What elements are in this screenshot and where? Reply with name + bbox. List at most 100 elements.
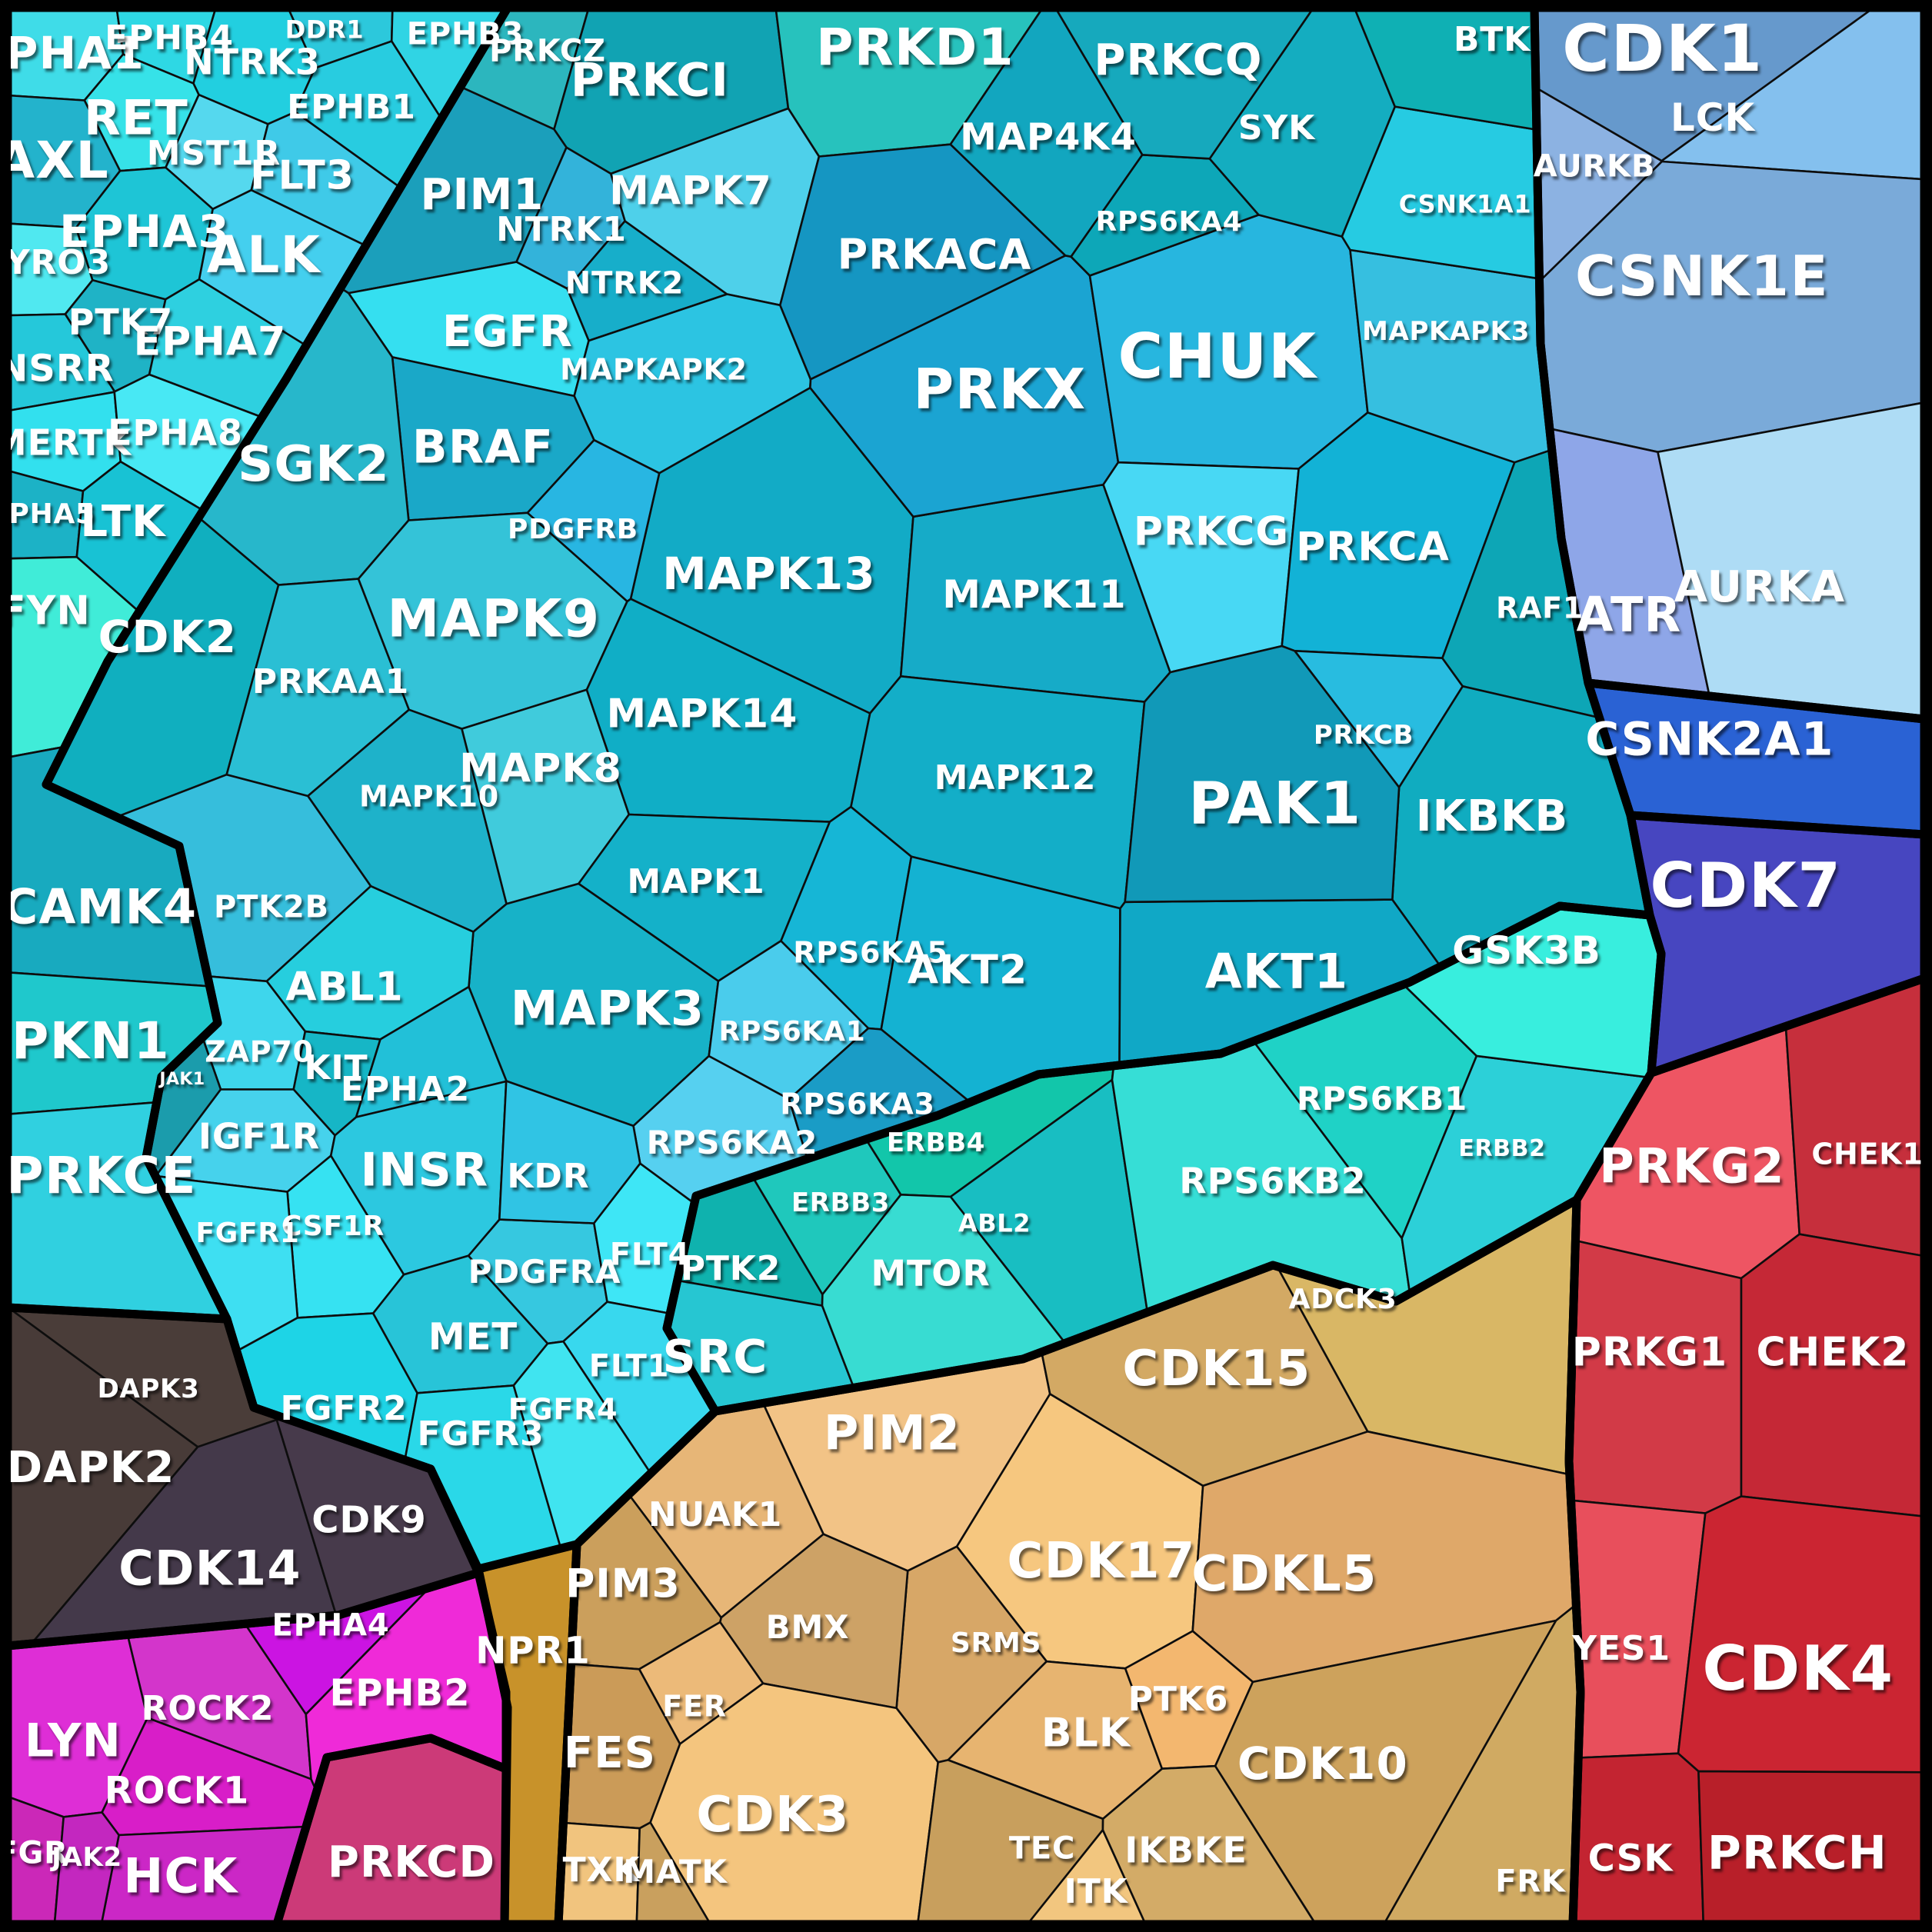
cell-label-DDR1: DDR1 [285, 15, 365, 45]
cell-label-YES1: YES1 [1571, 1629, 1671, 1668]
cell-label-CDK17: CDK17 [1007, 1533, 1195, 1590]
cell-label-MAPK7: MAPK7 [609, 168, 772, 215]
cell-label-DAPK3: DAPK3 [98, 1374, 200, 1404]
cell-label-CHEK2: CHEK2 [1757, 1330, 1910, 1376]
cell-label-INSR: INSR [361, 1144, 489, 1198]
cell-label-MAPK13: MAPK13 [662, 548, 876, 600]
cell-label-MAP4K4: MAP4K4 [960, 115, 1137, 158]
cell-label-FLT1: FLT1 [589, 1348, 670, 1384]
cell-label-NTRK1: NTRK1 [496, 210, 627, 249]
cell-label-FRK: FRK [1495, 1864, 1567, 1899]
cell-label-PKN1: PKN1 [12, 1011, 170, 1071]
cell-label-RPS6KB1: RPS6KB1 [1297, 1080, 1467, 1118]
cell-label-CDK10: CDK10 [1237, 1737, 1408, 1790]
cell-label-PRKCA: PRKCA [1296, 525, 1450, 571]
cell-label-SGK2: SGK2 [238, 436, 390, 493]
cell-label-MST1R: MST1R [147, 134, 281, 173]
cell-label-GSK3B: GSK3B [1452, 928, 1601, 973]
cell-label-RPS6KA1: RPS6KA1 [719, 1016, 866, 1048]
cell-label-AKT2: AKT2 [908, 948, 1028, 994]
cell-label-MAPK9: MAPK9 [388, 588, 601, 649]
cell-label-FGFR4: FGFR4 [508, 1393, 618, 1427]
cell-label-TYRO3: TYRO3 [0, 243, 111, 282]
cell-PAK1 [1124, 645, 1401, 904]
cell-PRKG1 [1567, 1239, 1743, 1514]
cell-label-PRKCH: PRKCH [1707, 1827, 1887, 1880]
cell-label-PIM2: PIM2 [824, 1404, 961, 1461]
cell-label-MAPK1: MAPK1 [627, 862, 764, 901]
cell-label-PRKG2: PRKG2 [1599, 1138, 1784, 1194]
cell-label-CSF1R: CSF1R [281, 1211, 385, 1242]
cell-label-CSK: CSK [1588, 1837, 1674, 1880]
cell-label-FGR: FGR [0, 1835, 68, 1870]
cell-label-SRC: SRC [662, 1331, 768, 1384]
cell-label-AKT1: AKT1 [1205, 943, 1348, 999]
cell-label-EPHB4: EPHB4 [105, 18, 234, 58]
cell-label-MAPKAPK2: MAPKAPK2 [560, 353, 748, 387]
cell-label-RET: RET [84, 89, 188, 145]
cell-label-CDK14: CDK14 [118, 1540, 301, 1596]
cell-label-TEC: TEC [1009, 1830, 1075, 1866]
cell-label-CAMK4: CAMK4 [3, 878, 198, 934]
cell-label-PIM1: PIM1 [420, 170, 544, 220]
cell-label-BTK: BTK [1454, 20, 1531, 59]
cell-label-MTOR: MTOR [871, 1253, 990, 1294]
cell-PDGFRB [526, 438, 661, 603]
cell-label-ROCK2: ROCK2 [142, 1689, 275, 1728]
cell-label-PRKACA: PRKACA [838, 230, 1032, 278]
cell-label-AXL: AXL [0, 131, 109, 190]
cell-label-CDK15: CDK15 [1122, 1341, 1311, 1397]
cell-label-IKBKE: IKBKE [1124, 1830, 1247, 1871]
cell-label-CDK2: CDK2 [98, 611, 238, 663]
cell-label-EPHA7: EPHA7 [134, 319, 287, 365]
cell-label-EPHB1: EPHB1 [287, 88, 416, 127]
cell-label-RPS6KA4: RPS6KA4 [1096, 206, 1243, 238]
cell-label-CDK4: CDK4 [1702, 1633, 1894, 1704]
cell-label-FYN: FYN [0, 588, 91, 635]
cell-label-CDK7: CDK7 [1650, 850, 1841, 921]
cells-layer [6, 6, 1926, 1926]
cell-label-CDK9: CDK9 [311, 1498, 427, 1541]
cell-label-CHUK: CHUK [1118, 321, 1317, 392]
group-outline-tan [554, 1195, 1585, 1929]
cell-label-NTRK2: NTRK2 [565, 265, 684, 301]
cell-label-EPHB2: EPHB2 [330, 1671, 471, 1714]
cell-label-FLT3: FLT3 [250, 153, 355, 199]
cell-label-AURKA: AURKA [1674, 562, 1846, 612]
cell-label-CSNK1A1: CSNK1A1 [1399, 190, 1531, 219]
cell-label-MAPK14: MAPK14 [607, 691, 798, 738]
cell-label-CHEK1: CHEK1 [1811, 1138, 1923, 1171]
cell-label-MAPK10: MAPK10 [359, 780, 499, 814]
cell-label-EPHB3: EPHB3 [407, 16, 524, 52]
cell-label-PRKX: PRKX [913, 357, 1086, 421]
cell-label-FGFR2: FGFR2 [280, 1389, 407, 1428]
cell-label-RPS6KA3: RPS6KA3 [780, 1088, 935, 1121]
cell-shape-PDGFRB [526, 438, 661, 603]
cell-label-EPHA8: EPHA8 [108, 412, 243, 454]
cell-label-PTK2: PTK2 [681, 1249, 781, 1288]
cell-label-CSNK2A1: CSNK2A1 [1585, 713, 1834, 767]
cell-label-NTRK3: NTRK3 [184, 42, 321, 83]
cell-label-LYN: LYN [25, 1714, 122, 1768]
cell-label-AURKB: AURKB [1534, 148, 1656, 184]
cell-label-MAPK8: MAPK8 [459, 746, 622, 792]
cell-label-NPR1: NPR1 [475, 1629, 591, 1672]
cell-label-PAK1: PAK1 [1188, 768, 1361, 837]
cell-label-RPS6KB2: RPS6KB2 [1179, 1161, 1366, 1202]
cell-label-MAPK3: MAPK3 [511, 980, 705, 1036]
cell-label-PTK7: PTK7 [68, 301, 173, 343]
cell-label-PTK2B: PTK2B [214, 889, 329, 924]
cell-label-NUAK1: NUAK1 [648, 1495, 782, 1534]
cell-label-EPHA2: EPHA2 [341, 1070, 470, 1109]
cell-label-INSRR: INSRR [0, 347, 115, 390]
cell-label-ABL2: ABL2 [958, 1209, 1031, 1238]
cell-label-EPHA5: EPHA5 [0, 498, 95, 530]
cell-label-BRAF: BRAF [412, 421, 554, 475]
cell-label-ALK: ALK [207, 225, 322, 285]
cell-label-KDR: KDR [507, 1157, 589, 1196]
cell-label-DAPK2: DAPK2 [7, 1443, 175, 1493]
cell-label-PRKCD: PRKCD [328, 1837, 495, 1887]
